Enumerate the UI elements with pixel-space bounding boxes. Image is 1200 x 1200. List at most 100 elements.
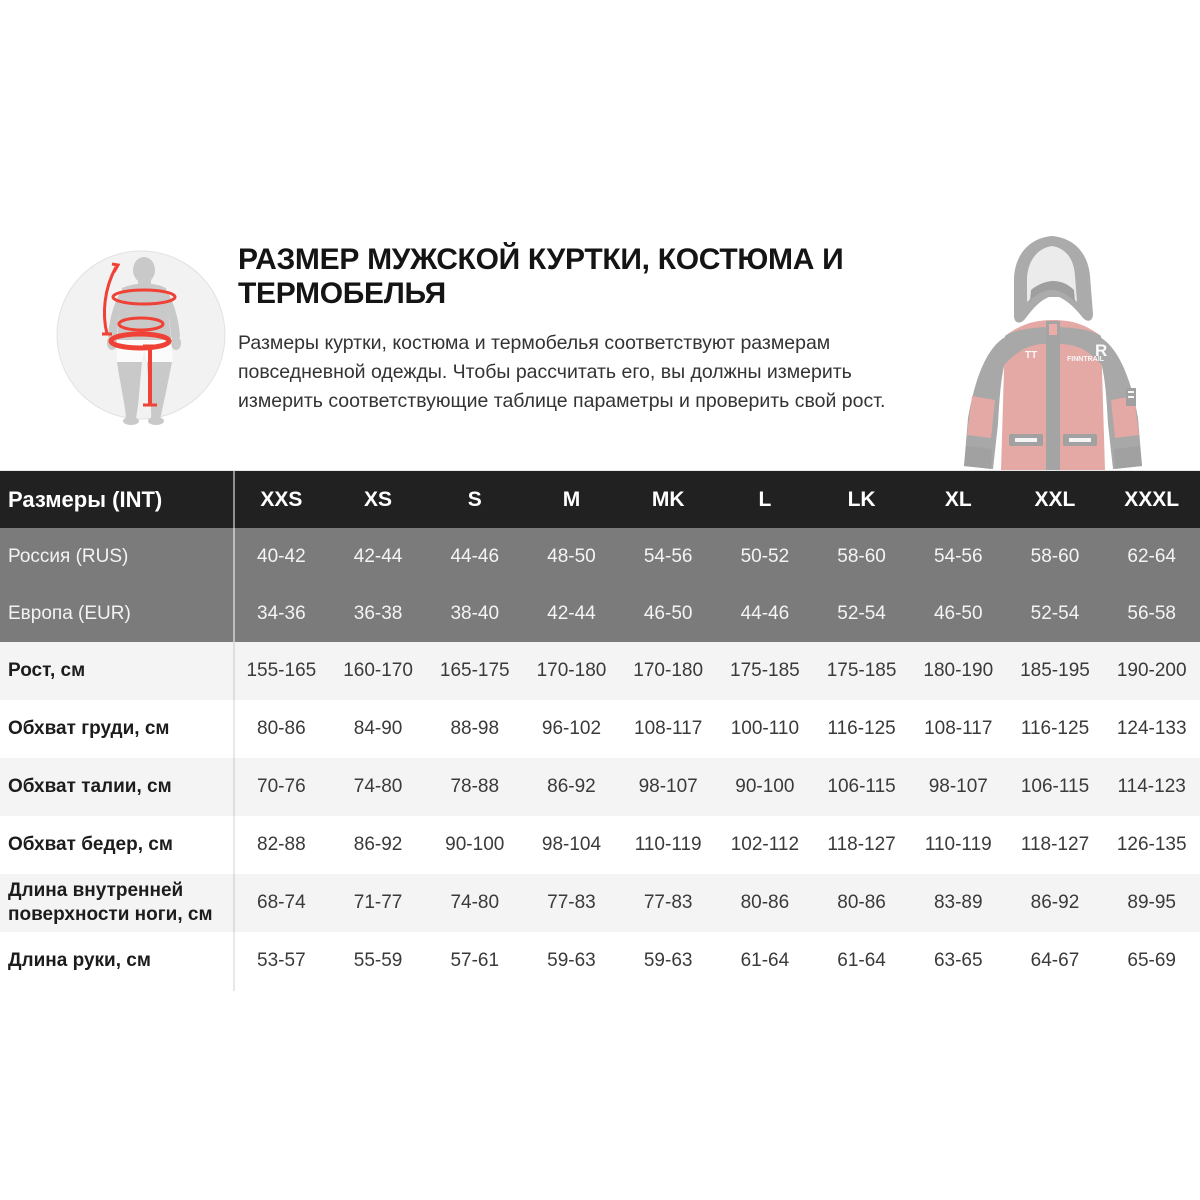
column-header: LK (847, 487, 876, 511)
size-value-cell: 58-60 (837, 545, 886, 567)
size-value-cell: 89-95 (1127, 892, 1176, 913)
size-value-cell: 185-195 (1020, 660, 1090, 681)
size-value-cell: 80-86 (257, 718, 306, 739)
size-value-cell: 98-107 (638, 776, 698, 797)
column-header: XXS (260, 487, 303, 511)
size-value-cell: 86-92 (353, 834, 403, 855)
column-header: MK (651, 487, 685, 511)
size-value-cell: 118-127 (1020, 834, 1090, 855)
size-value-cell: 100-110 (730, 718, 800, 739)
size-value-cell: 42-44 (547, 602, 596, 624)
size-value-cell: 59-63 (547, 950, 596, 971)
page-description: Размеры куртки, костюма и термобелья соо… (238, 332, 886, 412)
table-row: Обхват талии, см 70-76 74-80 78-88 86-92 98-1… (0, 758, 1200, 816)
row-label: Длина руки, см (8, 950, 151, 971)
size-value-cell: 71-77 (353, 892, 403, 913)
size-value-cell: 34-36 (257, 602, 306, 624)
size-value-cell: 165-175 (439, 660, 510, 681)
row-label: Обхват талии, см (8, 776, 172, 797)
size-value-cell: 96-102 (541, 718, 602, 739)
row-label: Россия (RUS) (8, 545, 129, 567)
table-body: Россия (RUS) 40-42 42-44 44-46 48-50 54-56 50-… (0, 528, 1200, 990)
size-value-cell: 88-98 (450, 718, 500, 739)
size-value-cell: 80-86 (740, 892, 790, 913)
size-value-cell: 62-64 (1127, 545, 1176, 567)
size-value-cell: 110-119 (634, 834, 702, 855)
size-value-cell: 108-117 (634, 718, 703, 739)
svg-text:R: R (1095, 341, 1107, 360)
size-value-cell: 114-123 (1117, 776, 1186, 797)
size-value-cell: 38-40 (450, 602, 500, 624)
table-row: Обхват бедер, см 82-88 86-92 90-100 98-104 11… (0, 816, 1200, 874)
size-value-cell: 108-117 (924, 718, 993, 739)
size-value-cell: 77-83 (547, 892, 596, 913)
size-value-cell: 74-80 (450, 892, 500, 913)
size-value-cell: 64-67 (1030, 950, 1080, 971)
size-value-cell: 175-185 (826, 660, 897, 681)
column-divider (233, 642, 235, 991)
size-value-cell: 50-52 (740, 545, 790, 567)
row-label: Обхват бедер, см (8, 834, 173, 855)
size-value-cell: 175-185 (730, 660, 800, 681)
size-value-cell: 170-180 (633, 660, 704, 681)
size-value-cell: 86-92 (547, 776, 596, 797)
size-value-cell: 53-57 (257, 950, 306, 971)
page-title: РАЗМЕР МУЖСКОЙ КУРТКИ, КОСТЮМА И ТЕРМОБЕ… (238, 243, 844, 310)
size-value-cell: 46-50 (643, 602, 693, 624)
size-value-cell: 106-115 (827, 776, 896, 797)
size-value-cell: 40-42 (257, 545, 306, 567)
svg-text:FINNTRAIL: FINNTRAIL (1067, 356, 1105, 363)
size-value-cell: 98-104 (541, 834, 602, 855)
size-value-cell: 58-60 (1030, 545, 1080, 567)
size-value-cell: 82-88 (257, 834, 306, 855)
column-headers: XXS XS S M MK L LK XL XXL XXXL (233, 488, 1200, 512)
row-label: Европа (EUR) (8, 602, 131, 624)
table-row: Длина руки, см 53-57 55-59 57-61 59-63 59-63 6… (0, 932, 1200, 990)
column-header: L (758, 487, 772, 511)
jacket-svg: R TT FINNTRAIL (964, 236, 1142, 470)
size-value-cell: 90-100 (735, 776, 795, 797)
size-value-cell: 65-69 (1127, 950, 1176, 971)
size-value-cell: 110-119 (924, 834, 992, 855)
size-value-cell: 170-180 (536, 660, 607, 681)
body-measurement-icon (56, 244, 226, 426)
table-row: Россия (RUS) 40-42 42-44 44-46 48-50 54-56 50-… (0, 528, 1200, 585)
size-value-cell: 180-190 (923, 660, 994, 681)
size-value-cell: 102-112 (730, 834, 800, 855)
column-header: XS (364, 487, 393, 511)
size-value-cell: 54-56 (933, 545, 983, 567)
header-text-block: РАЗМЕР МУЖСКОЙ КУРТКИ, КОСТЮМА И ТЕРМОБЕ… (238, 243, 938, 416)
size-value-cell: 126-135 (1116, 834, 1187, 855)
size-value-cell: 70-76 (257, 776, 306, 797)
column-header: XXXL (1124, 487, 1180, 511)
size-value-cell: 42-44 (353, 545, 403, 567)
size-value-cell: 106-115 (1020, 776, 1090, 797)
size-value-cell: 56-58 (1127, 602, 1176, 624)
size-value-cell: 190-200 (1116, 660, 1187, 681)
column-header: XL (944, 487, 972, 511)
table-row: Европа (EUR) 34-36 36-38 38-40 42-44 46-50 44-… (0, 585, 1200, 642)
size-value-cell: 77-83 (643, 892, 693, 913)
size-value-cell: 59-63 (643, 950, 693, 971)
size-value-cell: 68-74 (257, 892, 306, 913)
size-value-cell: 116-125 (827, 718, 896, 739)
table-row: Рост, см 155-165 160-170 165-175 170-180 170-… (0, 642, 1200, 700)
size-value-cell: 63-65 (933, 950, 983, 971)
table-row: Обхват груди, см 80-86 84-90 88-98 96-102 108… (0, 700, 1200, 758)
column-header: XXL (1034, 487, 1076, 511)
body-measurement-svg (56, 250, 226, 425)
size-value-cell: 118-127 (827, 834, 896, 855)
row-label: Обхват груди, см (8, 718, 170, 739)
size-value-cell: 80-86 (837, 892, 886, 913)
svg-text:TT: TT (1025, 350, 1037, 361)
size-value-cell: 116-125 (1020, 718, 1090, 739)
size-value-cell: 44-46 (450, 545, 500, 567)
size-value-cell: 48-50 (547, 545, 596, 567)
size-value-cell: 155-165 (246, 660, 317, 681)
table-header-label: Размеры (INT) (8, 486, 163, 512)
row-label: Рост, см (8, 660, 86, 681)
size-value-cell: 52-54 (1030, 602, 1080, 624)
column-divider (233, 471, 235, 642)
size-value-cell: 90-100 (445, 834, 505, 855)
column-header: M (562, 487, 581, 511)
